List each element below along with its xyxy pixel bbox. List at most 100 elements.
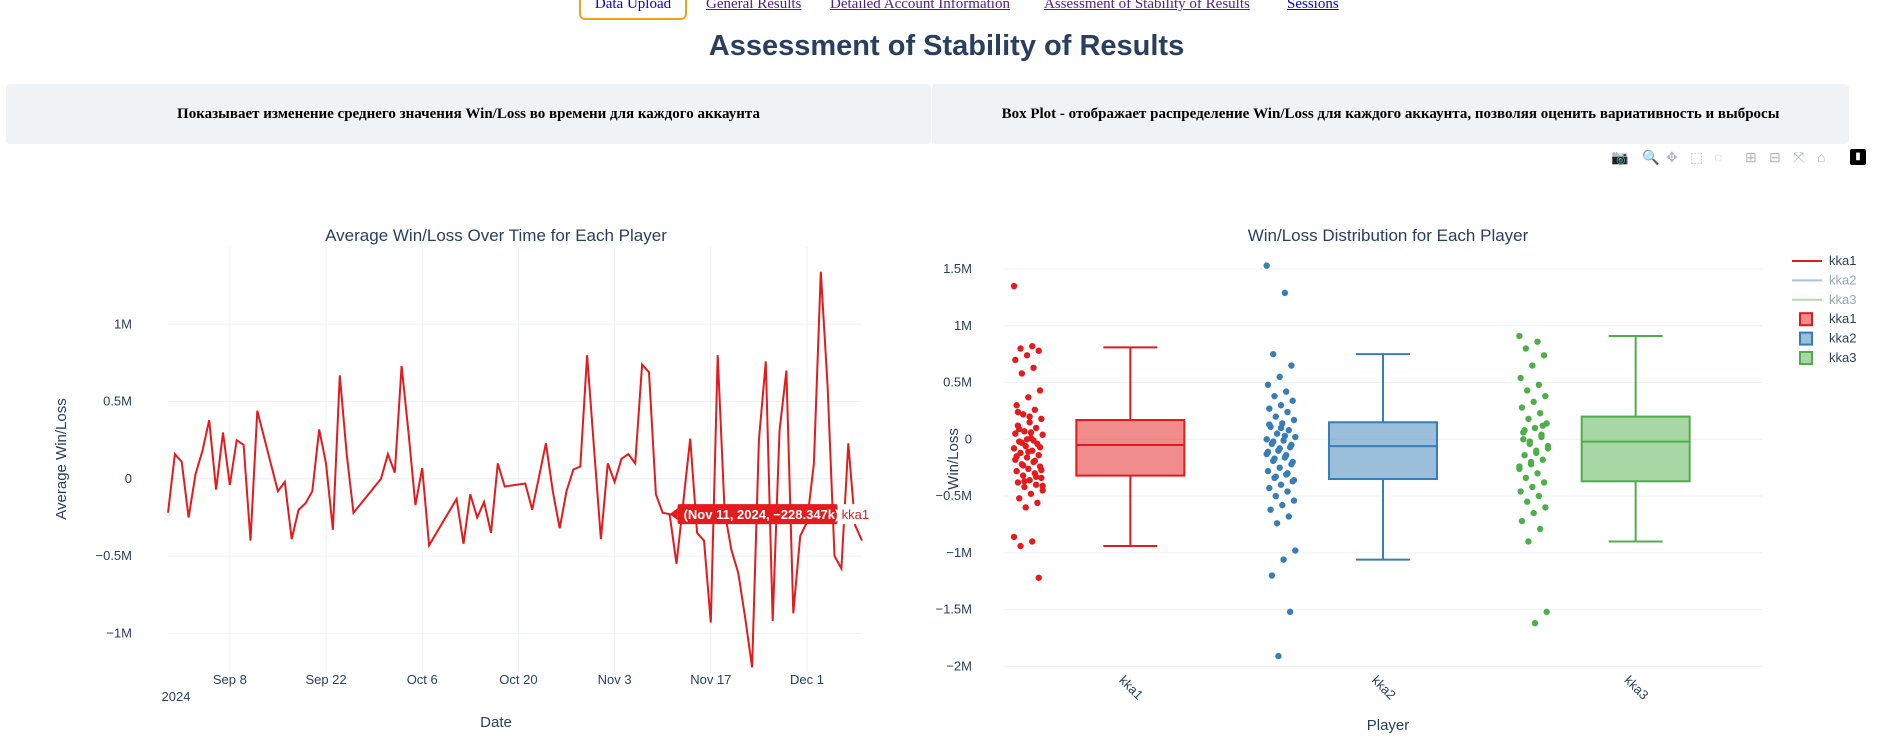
box-point-kka1 bbox=[1027, 429, 1035, 436]
autoscale-icon[interactable]: ⤧ bbox=[1793, 149, 1805, 165]
box-point-kka2 bbox=[1272, 413, 1280, 420]
line-series-kka1 bbox=[167, 271, 863, 668]
nav-assessment-of-stability[interactable]: Assessment of Stability of Results bbox=[1044, 0, 1250, 12]
box-point-kka1 bbox=[1038, 415, 1045, 423]
nav-data-upload[interactable]: Data Upload bbox=[579, 0, 687, 20]
nav-general-results[interactable]: General Results bbox=[706, 0, 802, 12]
box-point-kka1 bbox=[1014, 422, 1022, 429]
box-point-kka3 bbox=[1523, 498, 1531, 505]
box-chart-y-label: Win/Loss bbox=[945, 428, 962, 490]
box-point-kka1 bbox=[1035, 347, 1042, 354]
box-point-kka3 bbox=[1527, 461, 1535, 468]
box-point-kka3 bbox=[1530, 398, 1537, 406]
box-point-kka2 bbox=[1270, 350, 1277, 358]
hover-tooltip-text: (Nov 11, 2024, −228.347k) bbox=[684, 507, 840, 522]
box-marks bbox=[1010, 262, 1691, 660]
box-point-kka3 bbox=[1525, 538, 1532, 545]
box-point-kka1 bbox=[1032, 481, 1040, 488]
box-point-kka3 bbox=[1526, 440, 1533, 448]
box-point-kka2 bbox=[1263, 436, 1270, 443]
box-point-kka1 bbox=[1016, 495, 1023, 502]
hover-tooltip-box bbox=[677, 504, 838, 525]
box-point-kka2 bbox=[1290, 416, 1298, 424]
box-y-tick-label: −1M bbox=[946, 545, 972, 560]
box-point-kka2 bbox=[1263, 450, 1270, 458]
box-point-kka3 bbox=[1531, 424, 1539, 432]
line-chart-x-label: Date bbox=[480, 714, 512, 731]
box-point-kka1 bbox=[1018, 370, 1026, 377]
box-point-kka1 bbox=[1013, 402, 1020, 409]
box-point-kka3 bbox=[1538, 431, 1545, 438]
box-point-kka2 bbox=[1281, 432, 1289, 440]
hover-tooltip-arrow bbox=[669, 508, 678, 521]
box-point-kka3 bbox=[1521, 427, 1528, 434]
box-point-kka3 bbox=[1531, 619, 1539, 627]
box-point-kka3 bbox=[1539, 422, 1546, 429]
box-point-kka3 bbox=[1543, 420, 1550, 427]
box-point-kka1 bbox=[1023, 352, 1031, 359]
box-point-kka1 bbox=[1010, 445, 1018, 452]
box-point-kka1 bbox=[1016, 438, 1023, 445]
box-point-kka2 bbox=[1283, 451, 1290, 459]
pan-icon[interactable]: ✥ bbox=[1666, 149, 1678, 165]
nav-detailed-account-information[interactable]: Detailed Account Information bbox=[830, 0, 1010, 12]
box-point-kka2 bbox=[1286, 608, 1294, 616]
reset-axes-icon[interactable]: ⌂ bbox=[1817, 149, 1826, 165]
legend-box-swatch bbox=[1799, 312, 1813, 327]
zoom-in-icon[interactable]: ⊞ bbox=[1745, 149, 1757, 165]
box-select-icon[interactable]: ⬚ bbox=[1690, 149, 1704, 165]
box-point-kka2 bbox=[1290, 476, 1298, 484]
box-point-kka3 bbox=[1518, 517, 1526, 525]
camera-icon[interactable]: 📷 bbox=[1611, 149, 1629, 165]
nav-sessions[interactable]: Sessions bbox=[1287, 0, 1339, 12]
box-y-tick-label: 1.5M bbox=[943, 261, 972, 276]
box-chart[interactable]: Win/Loss Distribution for Each Player 1.… bbox=[936, 226, 1857, 734]
box-point-kka3 bbox=[1529, 483, 1536, 491]
description-right: Box Plot - отображает распределение Win/… bbox=[932, 84, 1849, 144]
box-point-kka2 bbox=[1284, 488, 1291, 495]
box-point-kka3 bbox=[1539, 456, 1546, 463]
box-point-kka2 bbox=[1280, 556, 1287, 563]
box-y-tick-label: 0 bbox=[965, 431, 972, 446]
box-point-kka1 bbox=[1029, 343, 1036, 350]
box-point-kka1 bbox=[1025, 448, 1032, 455]
box-point-kka1 bbox=[1029, 538, 1036, 545]
box-chart-x-label: Player bbox=[1367, 717, 1410, 734]
line-y-tick-label: −0.5M bbox=[96, 548, 133, 563]
box-point-kka1 bbox=[1039, 431, 1046, 438]
box-point-kka2 bbox=[1267, 423, 1274, 431]
box-point-kka3 bbox=[1517, 374, 1524, 382]
box-point-kka2 bbox=[1289, 458, 1296, 466]
box-point-kka2 bbox=[1266, 421, 1273, 428]
box-point-kka2 bbox=[1270, 438, 1277, 445]
box-point-kka2 bbox=[1264, 467, 1272, 475]
box-point-kka2 bbox=[1290, 497, 1298, 504]
zoom-out-icon[interactable]: ⊟ bbox=[1769, 149, 1781, 165]
box-point-kka2 bbox=[1264, 448, 1272, 455]
box-point-kka1 bbox=[1017, 345, 1024, 352]
box-point-kka1 bbox=[1023, 436, 1031, 443]
lasso-icon[interactable]: ◌ bbox=[1714, 149, 1723, 165]
box-x-tick-label: kka3 bbox=[1622, 673, 1652, 703]
box-point-kka1 bbox=[1031, 406, 1039, 413]
top-nav: Data Upload General Results Detailed Acc… bbox=[0, 0, 1893, 24]
legend-label: kka1 bbox=[1829, 253, 1856, 268]
box-y-tick-label: −2M bbox=[946, 658, 972, 673]
box-point-kka1 bbox=[1032, 473, 1040, 480]
plotly-logo-icon[interactable]: ▮ bbox=[1850, 149, 1866, 165]
zoom-icon[interactable]: 🔍 bbox=[1642, 149, 1660, 165]
box-point-kka3 bbox=[1518, 404, 1526, 411]
hover-tooltip-series: kka1 bbox=[842, 507, 869, 522]
box-point-kka1 bbox=[1013, 453, 1020, 460]
box-point-kka1 bbox=[1010, 282, 1018, 290]
description-left-text: Показывает изменение среднего значения W… bbox=[177, 105, 760, 122]
box-point-kka1 bbox=[1014, 479, 1022, 486]
box-point-kka3 bbox=[1536, 409, 1544, 417]
box-point-kka3 bbox=[1522, 474, 1530, 482]
box-y-tick-label: 0.5M bbox=[943, 375, 972, 390]
line-chart[interactable]: Average Win/Loss Over Time for Each Play… bbox=[53, 226, 874, 731]
box-point-kka3 bbox=[1520, 429, 1527, 436]
legend-label: kka2 bbox=[1829, 272, 1856, 287]
box-point-kka1 bbox=[1039, 487, 1046, 494]
box-point-kka1 bbox=[1021, 483, 1028, 491]
